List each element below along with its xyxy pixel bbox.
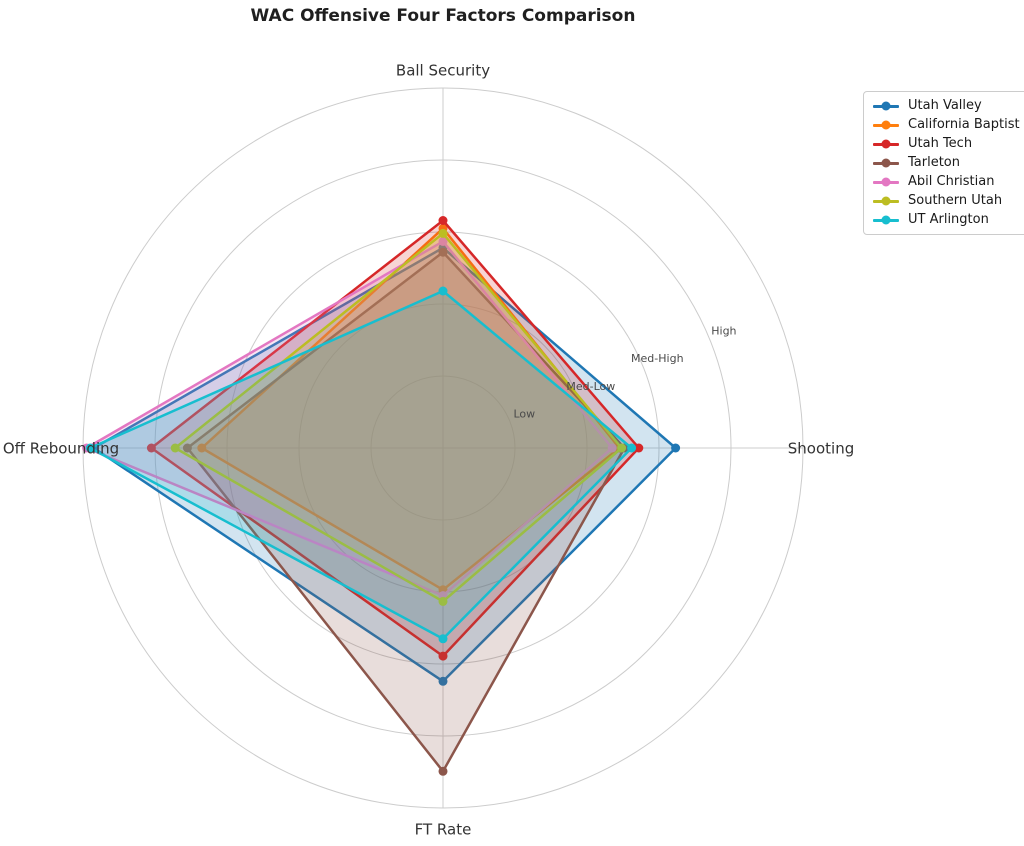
data-point bbox=[438, 634, 448, 644]
data-point bbox=[438, 766, 448, 776]
legend-marker-line bbox=[873, 177, 899, 187]
series-area bbox=[86, 241, 613, 596]
radial-tick-label: Med-Low bbox=[566, 380, 615, 393]
legend-marker-dot bbox=[881, 196, 891, 206]
legend-marker-line bbox=[873, 215, 899, 225]
axis-label: Shooting bbox=[788, 440, 854, 458]
legend-label: Utah Tech bbox=[908, 136, 973, 151]
radial-tick-label: Low bbox=[513, 407, 535, 420]
legend-item: California Baptist bbox=[873, 118, 1020, 132]
legend-item: Abil Christian bbox=[873, 175, 1020, 189]
data-point bbox=[438, 676, 448, 686]
legend-item: Tarleton bbox=[873, 156, 1020, 170]
data-point bbox=[438, 596, 448, 606]
legend-marker-line bbox=[873, 158, 899, 168]
series-area bbox=[93, 247, 676, 682]
radial-tick-label: Med-High bbox=[631, 352, 684, 365]
legend-item: Utah Valley bbox=[873, 99, 1020, 113]
series-area bbox=[90, 291, 632, 639]
axis-label: Ball Security bbox=[396, 62, 490, 80]
legend-item: UT Arlington bbox=[873, 213, 1020, 227]
data-point bbox=[182, 443, 192, 453]
data-point bbox=[170, 443, 180, 453]
legend-marker-line bbox=[873, 196, 899, 206]
data-point bbox=[85, 443, 95, 453]
legend-marker-line bbox=[873, 120, 899, 130]
legend-marker-dot bbox=[881, 215, 891, 225]
legend-label: Abil Christian bbox=[908, 174, 995, 189]
legend-marker-dot bbox=[881, 139, 891, 149]
legend-label: California Baptist bbox=[908, 117, 1020, 132]
series-area bbox=[151, 220, 639, 657]
chart-title: WAC Offensive Four Factors Comparison bbox=[250, 6, 636, 26]
data-point bbox=[197, 443, 207, 453]
series-area bbox=[175, 233, 622, 602]
legend-label: UT Arlington bbox=[908, 212, 989, 227]
data-point bbox=[617, 443, 627, 453]
legend-marker-dot bbox=[881, 177, 891, 187]
data-point bbox=[627, 443, 637, 453]
legend-marker-line bbox=[873, 139, 899, 149]
data-point bbox=[607, 443, 617, 453]
data-point bbox=[146, 443, 156, 453]
legend-marker-dot bbox=[881, 120, 891, 130]
data-point bbox=[671, 443, 681, 453]
data-point bbox=[438, 286, 448, 296]
legend-item: Utah Tech bbox=[873, 137, 1020, 151]
axis-label: Off Rebounding bbox=[3, 440, 119, 458]
legend-marker-line bbox=[873, 101, 899, 111]
data-point bbox=[438, 651, 448, 661]
data-point bbox=[438, 247, 448, 257]
data-point bbox=[438, 228, 448, 238]
data-point bbox=[438, 236, 448, 246]
legend-marker-dot bbox=[881, 101, 891, 111]
legend-marker-dot bbox=[881, 158, 891, 168]
legend: Utah Valley California Baptist Utah Tech Ta… bbox=[863, 91, 1024, 235]
legend-label: Southern Utah bbox=[908, 193, 1003, 208]
legend-label: Tarleton bbox=[908, 155, 960, 170]
data-point bbox=[438, 216, 448, 225]
axis-label: FT Rate bbox=[415, 821, 472, 839]
data-point bbox=[634, 443, 644, 453]
radial-tick-label: High bbox=[711, 325, 736, 338]
legend-item: Southern Utah bbox=[873, 194, 1020, 208]
legend-label: Utah Valley bbox=[908, 98, 982, 113]
